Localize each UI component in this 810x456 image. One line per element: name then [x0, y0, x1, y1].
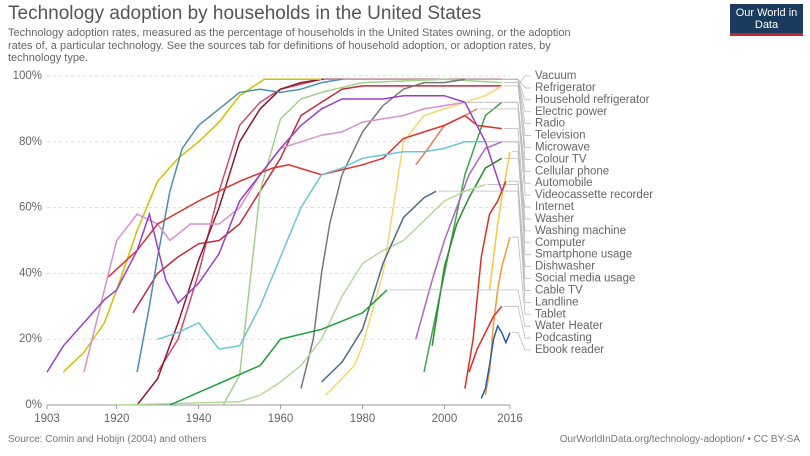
series-line: [480, 324, 511, 399]
label-connector: [503, 75, 531, 87]
series-line: [468, 305, 503, 373]
label-connector: [503, 305, 531, 339]
y-tick-label: 40%: [19, 267, 42, 279]
series-line: [415, 141, 503, 340]
chart: 0% 20% 40% 60% 80% 100% 1903 1920 1940 1960 1980 20…: [13, 70, 654, 425]
x-tick-label: 1903: [34, 413, 60, 425]
series-line: [484, 236, 511, 396]
series-line: [464, 181, 507, 389]
legend-label: Water Heater: [535, 320, 603, 332]
label-connector: [466, 78, 531, 160]
legend-label: Computer: [535, 237, 586, 249]
legend-label: Dishwasher: [535, 261, 595, 273]
series-line: [300, 78, 466, 389]
legend-label: Radio: [535, 118, 565, 130]
legend-label: Household refrigerator: [535, 94, 650, 106]
legend-label: Ebook reader: [535, 344, 604, 356]
label-connector: [512, 236, 531, 315]
y-tick-label: 60%: [19, 202, 42, 214]
label-connector: [487, 141, 531, 232]
logo: Our World in Data: [730, 4, 803, 36]
legend-label: Microwave: [535, 142, 590, 154]
legend-label: Social media usage: [535, 273, 635, 285]
legend-label: Automobile: [535, 177, 593, 189]
x-tick-label: 1920: [104, 413, 130, 425]
label-connector: [512, 332, 531, 351]
legend-label: Television: [535, 130, 586, 142]
legend-label: Vacuum: [535, 70, 576, 82]
x-tick-label: 1980: [350, 413, 376, 425]
y-tick-label: 100%: [13, 70, 42, 82]
source: Source: Comin and Hobijn (2004) and othe…: [8, 434, 207, 445]
series-line: [222, 78, 502, 406]
legend-label: Cellular phone: [535, 165, 609, 177]
series-line: [136, 78, 343, 373]
series-line: [156, 78, 363, 373]
legend-label: Landline: [535, 296, 578, 308]
series-line: [488, 151, 511, 290]
label-connector: [503, 128, 531, 220]
series-line: [116, 183, 486, 406]
label-connector: [479, 108, 531, 196]
label-connector: [503, 85, 531, 148]
legend-label: Washer: [535, 213, 574, 225]
series-line: [136, 78, 502, 406]
legend-label: Smartphone usage: [535, 249, 632, 261]
series-line: [107, 114, 502, 278]
legend-label: Refrigerator: [535, 82, 596, 94]
legend-label: Podcasting: [535, 332, 592, 344]
label-connector: [466, 101, 531, 184]
legend-label: Cable TV: [535, 284, 583, 296]
legend-label: Tablet: [535, 308, 566, 320]
legend-label: Internet: [535, 201, 575, 213]
series-line: [46, 94, 503, 373]
series-line: [431, 157, 503, 346]
legend-label: Washing machine: [535, 225, 626, 237]
x-tick-label: 1940: [186, 413, 212, 425]
series-line: [320, 190, 437, 383]
series-line: [157, 141, 486, 350]
x-tick-label: 2000: [432, 413, 458, 425]
legend-label: Colour TV: [535, 153, 587, 165]
label-connector: [389, 289, 531, 327]
label-connector: [503, 82, 531, 136]
label-connector: [512, 151, 531, 256]
label-connector: [507, 180, 531, 279]
y-tick-label: 20%: [19, 333, 42, 345]
legend-label: Electric power: [535, 106, 607, 118]
x-tick-label: 1960: [268, 413, 294, 425]
subtitle: Technology adoption rates, measured as t…: [8, 27, 571, 64]
series-line: [325, 85, 503, 396]
url: OurWorldInData.org/technology-adoption/ …: [559, 434, 800, 445]
y-tick-label: 0%: [25, 399, 42, 411]
series-line: [62, 78, 322, 373]
series-line: [169, 289, 388, 406]
x-tick-label: 2016: [497, 413, 523, 425]
legend-label: Videocassette recorder: [535, 189, 653, 201]
label-connector: [503, 190, 531, 303]
label-connector: [503, 141, 531, 244]
y-tick-label: 80%: [19, 136, 42, 148]
chart-title: Technology adoption by households in the…: [8, 3, 482, 24]
